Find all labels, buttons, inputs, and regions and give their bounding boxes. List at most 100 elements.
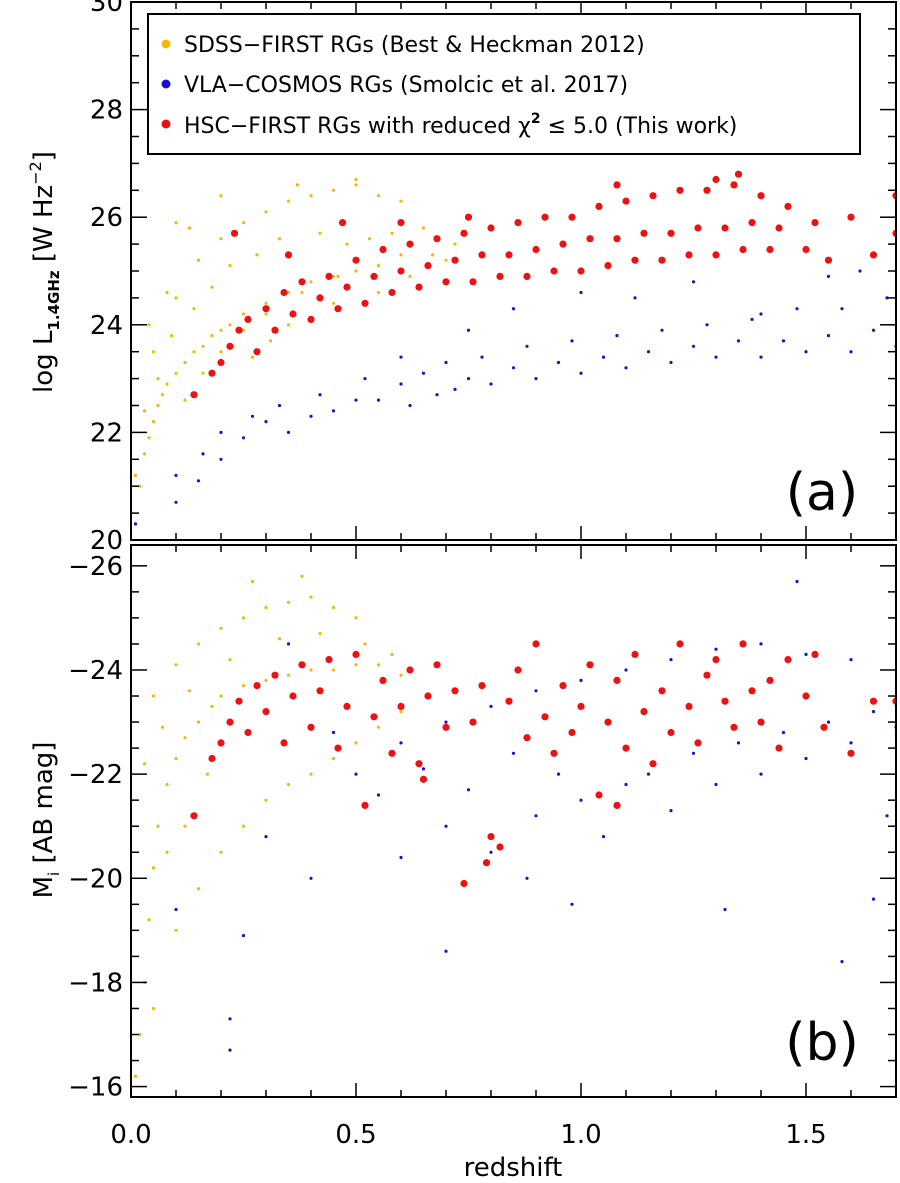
point-sdss-51 (277, 237, 282, 241)
point-hsc-60 (734, 170, 743, 178)
point-vla-26 (444, 720, 448, 724)
point-vla-37 (331, 730, 336, 735)
point-vla-33 (601, 355, 606, 359)
point-vla-45 (781, 339, 786, 343)
point-sdss-45 (187, 689, 192, 693)
point-sdss-20 (174, 663, 178, 667)
legend-label-hsc-sup: 2 (531, 111, 541, 127)
point-sdss-55 (390, 231, 394, 235)
point-vla-50 (849, 350, 853, 354)
point-vla-41 (511, 751, 516, 755)
point-vla-51 (885, 814, 889, 818)
point-hsc-41 (568, 728, 576, 737)
point-vla-31 (570, 339, 574, 343)
point-vla-9 (264, 420, 268, 424)
point-vla-4 (309, 876, 313, 880)
point-hsc-59 (730, 723, 738, 731)
point-vla-35 (849, 658, 853, 662)
point-sdss-14 (286, 673, 291, 677)
point-vla-12 (646, 772, 651, 776)
point-sdss-62 (133, 473, 138, 477)
point-sdss-36 (264, 798, 268, 802)
point-vla-14 (331, 409, 336, 413)
point-vla-20 (421, 371, 426, 375)
point-vla-37 (660, 328, 664, 332)
point-sdss-26 (309, 595, 313, 599)
point-vla-14 (691, 751, 696, 755)
point-sdss-49 (165, 290, 169, 295)
point-sdss-26 (241, 221, 246, 225)
point-hsc-22 (397, 267, 405, 275)
point-hsc-37 (532, 245, 540, 254)
point-sdss-25 (219, 237, 223, 241)
point-vla-1 (228, 1017, 232, 1021)
panel-b-ylabel-sub: i (45, 872, 63, 876)
point-vla-10 (277, 403, 282, 408)
point-sdss-0 (133, 1074, 138, 1078)
point-sdss-45 (264, 312, 268, 316)
point-sdss-30 (331, 188, 336, 192)
point-vla-1 (174, 500, 178, 504)
point-hsc-17 (352, 650, 360, 659)
point-sdss-54 (367, 237, 372, 241)
point-hsc-34 (505, 697, 513, 705)
point-hsc-23 (406, 666, 414, 674)
point-hsc-11 (298, 278, 306, 286)
point-hsc-24 (415, 283, 423, 291)
point-sdss-38 (219, 194, 223, 198)
panel-b: −16 −18 −20 −22 −24 −26 0.0 0.5 1.0 1.5 Mi [AB ma… (29, 544, 897, 1183)
point-hsc-53 (676, 640, 684, 648)
point-hsc-12 (307, 723, 315, 731)
point-vla-38 (376, 793, 381, 797)
point-hsc-36 (523, 734, 531, 742)
point-sdss-44 (241, 328, 246, 332)
point-sdss-46 (228, 658, 232, 662)
point-vla-42 (736, 339, 741, 343)
ytick-label-1-0: −16 (68, 1073, 123, 1103)
point-hsc-2 (217, 358, 225, 367)
point-hsc-55 (694, 739, 702, 747)
point-sdss-51 (399, 673, 403, 677)
point-hsc-4 (235, 326, 243, 334)
point-hsc-77 (397, 219, 405, 227)
point-vla-27 (511, 366, 516, 370)
point-vla-6 (444, 824, 448, 828)
point-hsc-2 (217, 739, 225, 747)
point-sdss-50 (255, 253, 259, 257)
ytick-label-0-3: 26 (90, 203, 123, 233)
point-sdss-8 (183, 360, 187, 365)
point-sdss-53 (183, 824, 187, 828)
point-vla-6 (219, 430, 223, 434)
point-vla-41 (714, 355, 718, 359)
legend-label-hsc-rest: ≤ 5.0 (This work) (541, 114, 738, 139)
panel-a-ylabel-sub: 1.4GHz (45, 270, 63, 330)
point-sdss-41 (183, 398, 187, 402)
legend-label-hsc: HSC−FIRST RGs with reduced χ2 ≤ 5.0 (Thi… (184, 111, 737, 139)
point-hsc-40 (559, 240, 567, 248)
panel-a-points (133, 170, 896, 526)
ytick-label-0-2: 24 (90, 311, 123, 341)
point-hsc-48 (631, 256, 639, 264)
point-vla-40 (466, 788, 471, 792)
ytick-label-1-3: −22 (68, 760, 123, 790)
ytick-label-1-5: −26 (68, 552, 123, 582)
point-sdss-27 (331, 605, 336, 610)
point-hsc-45 (604, 718, 612, 726)
point-hsc-19 (370, 713, 378, 721)
point-hsc-35 (514, 219, 522, 227)
point-hsc-70 (847, 213, 855, 221)
point-hsc-53 (676, 186, 684, 194)
point-sdss-18 (376, 663, 381, 667)
point-sdss-40 (354, 741, 358, 745)
point-sdss-1 (142, 452, 147, 456)
point-vla-56 (633, 296, 637, 300)
point-sdss-50 (390, 652, 394, 657)
point-hsc-52 (667, 728, 675, 737)
point-vla-19 (804, 756, 808, 761)
point-vla-38 (669, 360, 673, 365)
point-hsc-30 (469, 278, 477, 286)
point-hsc-26 (433, 235, 441, 243)
point-vla-19 (408, 403, 412, 408)
point-sdss-65 (376, 290, 381, 295)
point-hsc-69 (847, 749, 855, 757)
